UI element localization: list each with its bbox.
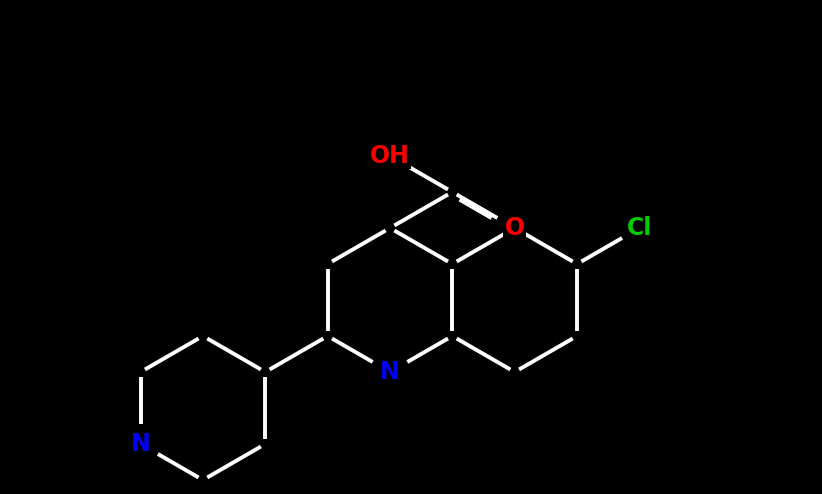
Text: Cl: Cl [626,216,652,240]
Text: OH: OH [370,144,410,168]
Text: O: O [505,216,524,240]
Text: N: N [380,360,399,384]
Text: N: N [131,432,150,456]
